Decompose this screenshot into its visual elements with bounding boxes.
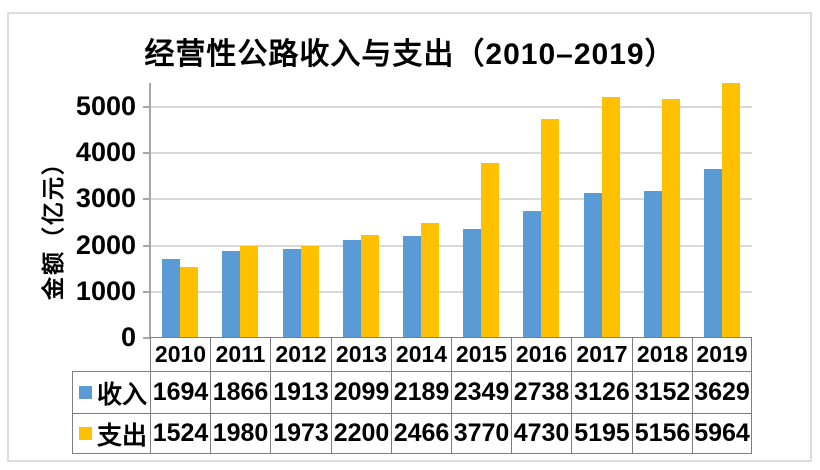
expense-bar-2015 [481, 163, 499, 337]
year-cell: 2011 [210, 337, 270, 371]
year-cell: 2014 [391, 337, 451, 371]
expense-bar-2012 [301, 246, 319, 337]
legend-swatch-income [79, 386, 92, 399]
year-cell: 2013 [331, 337, 391, 371]
income-bar-2013 [343, 240, 361, 337]
value-cell: 3770 [451, 413, 511, 454]
series-name-label: 收入 [97, 380, 148, 409]
gridline [150, 152, 752, 154]
expense-bar-2017 [602, 97, 620, 337]
chart-title: 经营性公路收入与支出（2010–2019） [144, 38, 676, 71]
value-cell: 2466 [391, 413, 451, 454]
income-bar-2019 [704, 169, 722, 337]
y-tick-mark [143, 245, 150, 247]
value-cell: 3152 [632, 371, 692, 413]
year-cell: 2019 [692, 337, 752, 371]
gridline [150, 198, 752, 200]
y-tick-label: 1000 [75, 276, 136, 306]
value-cell: 2200 [331, 413, 391, 454]
year-cell: 2010 [150, 337, 210, 371]
value-cell: 1980 [210, 413, 270, 454]
expense-bar-2019 [722, 83, 740, 337]
y-axis-line [149, 83, 151, 337]
year-cell: 2018 [632, 337, 692, 371]
income-bar-2012 [283, 249, 301, 337]
value-cell: 5156 [632, 413, 692, 454]
year-cell: 2015 [451, 337, 511, 371]
value-cell: 3126 [571, 371, 632, 413]
expense-bar-2010 [180, 267, 198, 337]
value-cell: 2349 [451, 371, 511, 413]
value-cell: 5195 [571, 413, 632, 454]
y-tick-mark [143, 106, 150, 108]
expense-bar-2011 [240, 246, 258, 337]
income-bar-2011 [222, 251, 240, 337]
value-cell: 4730 [511, 413, 571, 454]
value-cell: 1524 [150, 413, 210, 454]
value-cell: 1973 [270, 413, 331, 454]
y-tick-label: 4000 [75, 137, 136, 167]
y-tick-mark [143, 198, 150, 200]
income-bar-2014 [403, 236, 421, 337]
year-cell: 2017 [571, 337, 632, 371]
value-cell: 2189 [391, 371, 451, 413]
value-cell: 1694 [150, 371, 210, 413]
value-cell: 3629 [692, 371, 752, 413]
y-tick-label: 3000 [75, 183, 136, 213]
income-bar-2018 [644, 191, 662, 337]
value-cell: 1866 [210, 371, 270, 413]
y-tick-label: 0 [120, 322, 136, 352]
gridline [150, 106, 752, 108]
value-cell: 5964 [692, 413, 752, 454]
expense-bar-2016 [541, 119, 559, 337]
year-cell: 2012 [270, 337, 331, 371]
value-cell: 2099 [331, 371, 391, 413]
series-name-label: 支出 [97, 421, 148, 450]
series-name-cell: 收入 [72, 371, 150, 413]
legend-swatch-expense [79, 427, 92, 440]
expense-bar-2018 [662, 99, 680, 337]
income-bar-2015 [463, 229, 481, 337]
y-tick-mark [143, 337, 150, 339]
expense-bar-2013 [361, 235, 379, 337]
gridline [150, 291, 752, 293]
income-bar-2016 [523, 211, 541, 337]
value-cell: 2738 [511, 371, 571, 413]
year-cell: 2016 [511, 337, 571, 371]
income-bar-2010 [162, 259, 180, 337]
series-name-cell: 支出 [72, 413, 150, 454]
y-tick-mark [143, 152, 150, 154]
value-cell: 1913 [270, 371, 331, 413]
y-tick-mark [143, 291, 150, 293]
y-tick-label: 2000 [75, 230, 136, 260]
y-tick-label: 5000 [75, 91, 136, 121]
expense-bar-2014 [421, 223, 439, 337]
gridline [150, 245, 752, 247]
income-bar-2017 [584, 193, 602, 337]
